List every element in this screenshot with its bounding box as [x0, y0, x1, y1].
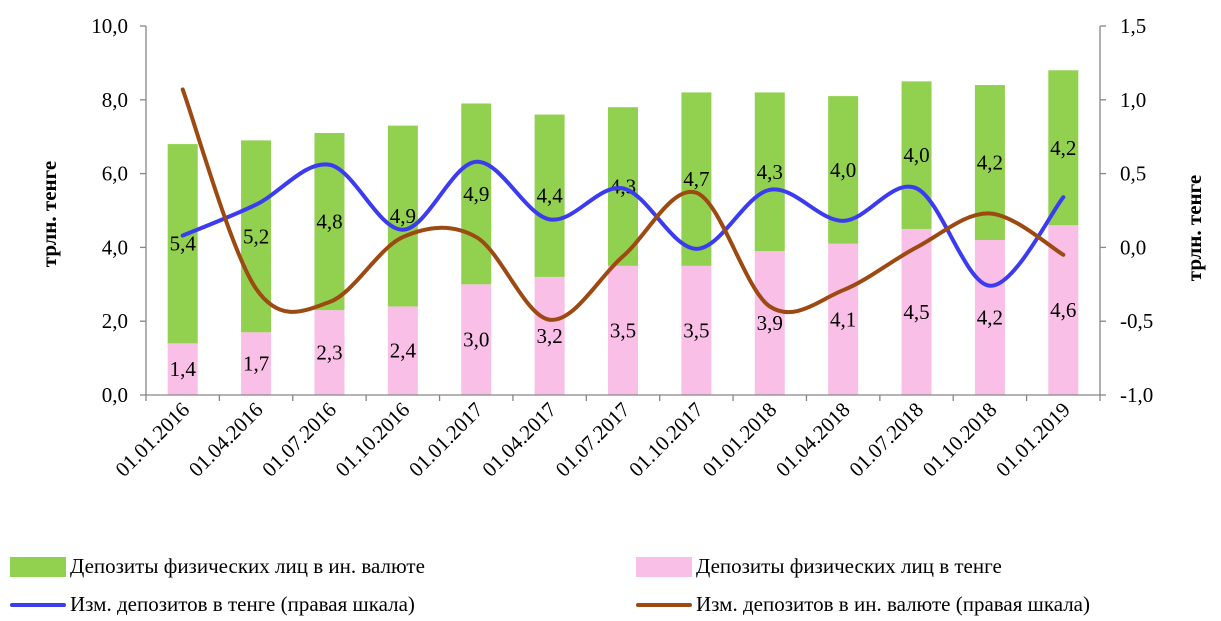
bar-labels-layer: 1,45,41,75,22,34,82,44,93,04,93,24,43,54… [170, 136, 1077, 381]
legend-item-fx-change: Изм. депозитов в ин. валюте (правая шкал… [636, 592, 1090, 617]
data-label-tenge-deposits: 3,5 [683, 318, 709, 342]
data-label-tenge-deposits: 3,0 [463, 328, 489, 352]
x-axis-category-label: 01.01.2018 [698, 398, 782, 482]
bar-fx-deposits [681, 92, 712, 266]
legend: Депозиты физических лиц в ин. валюте Деп… [0, 540, 1221, 620]
bar-fx-deposits [461, 103, 492, 285]
bar-fx-deposits [387, 125, 418, 307]
data-label-fx-deposits: 4,2 [977, 151, 1003, 175]
data-label-tenge-deposits: 3,9 [757, 311, 783, 335]
legend-swatch-fx-change [636, 602, 692, 607]
right-axis-tick-label: -1,0 [1120, 383, 1153, 407]
x-axis-category-label: 01.10.2017 [624, 398, 708, 482]
x-axis-category-label: 01.07.2016 [257, 398, 341, 482]
bar-tenge-deposits [828, 243, 859, 395]
legend-label: Изм. депозитов в тенге (правая шкала) [70, 592, 415, 616]
data-label-tenge-deposits: 4,5 [903, 300, 929, 324]
data-label-tenge-deposits: 2,4 [390, 339, 417, 363]
data-label-fx-deposits: 4,0 [903, 143, 929, 167]
right-axis-tick-label: 0,5 [1120, 162, 1146, 186]
left-axis-tick-label: 4,0 [102, 235, 128, 259]
line-fx-change [180, 87, 1066, 322]
legend-item-fx-deposits: Депозиты физических лиц в ин. валюте [10, 554, 425, 579]
bar-fx-deposits [901, 81, 932, 229]
bar-tenge-deposits [387, 306, 418, 395]
data-label-tenge-deposits: 4,1 [830, 307, 856, 331]
bar-tenge-deposits [241, 332, 272, 395]
data-label-fx-deposits: 4,8 [316, 210, 342, 234]
bar-fx-deposits [314, 133, 345, 311]
x-axis-category-label: 01.07.2018 [844, 398, 928, 482]
bar-tenge-deposits [754, 251, 785, 395]
data-label-fx-deposits: 5,2 [243, 224, 269, 248]
data-label-tenge-deposits: 2,3 [316, 341, 342, 365]
data-label-fx-deposits: 4,9 [390, 204, 416, 228]
x-axis-category-label: 01.01.2019 [991, 398, 1075, 482]
lines-layer [180, 87, 1066, 322]
legend-label: Депозиты физических лиц в тенге [696, 554, 1002, 578]
legend-item-tenge-change: Изм. депозитов в тенге (правая шкала) [10, 592, 415, 617]
data-label-tenge-deposits: 4,2 [977, 306, 1003, 330]
right-axis-tick-label: 1,0 [1120, 88, 1146, 112]
bar-tenge-deposits [314, 310, 345, 395]
line-tenge-change [180, 159, 1066, 288]
legend-item-tenge-deposits: Депозиты физических лиц в тенге [636, 554, 1002, 579]
left-axis-tick-label: 6,0 [102, 162, 128, 186]
data-label-tenge-deposits: 3,5 [610, 318, 636, 342]
data-label-fx-deposits: 4,3 [757, 160, 783, 184]
legend-label: Депозиты физических лиц в ин. валюте [70, 554, 425, 578]
bar-tenge-deposits [901, 228, 932, 395]
bar-tenge-deposits [461, 284, 492, 395]
bar-fx-deposits [167, 144, 198, 344]
right-axis-tick-label: 1,5 [1120, 14, 1146, 38]
bar-fx-deposits [754, 92, 785, 252]
legend-swatch-fx-deposits [10, 556, 66, 577]
left-axis-tick-label: 2,0 [102, 309, 128, 333]
bar-tenge-deposits [974, 240, 1005, 395]
x-axis-category-label: 01.04.2018 [771, 398, 855, 482]
x-axis-category-label: 01.10.2018 [918, 398, 1002, 482]
bar-tenge-deposits [534, 276, 565, 395]
x-axis-category-label: 01.04.2016 [184, 398, 268, 482]
left-axis-tick-label: 0,0 [102, 383, 128, 407]
right-axis-tick-label: -0,5 [1120, 309, 1153, 333]
bar-tenge-deposits [608, 265, 638, 395]
right-axis-title: трлн. тенге [1182, 175, 1206, 281]
bar-fx-deposits [534, 114, 565, 277]
bar-tenge-deposits [681, 265, 712, 395]
x-axis-category-label: 01.01.2016 [110, 398, 194, 482]
legend-swatch-tenge-deposits [636, 556, 692, 577]
left-axis-tick-label: 8,0 [102, 88, 128, 112]
left-axis-title: трлн. тенге [37, 161, 61, 267]
data-label-tenge-deposits: 1,4 [170, 357, 197, 381]
data-label-fx-deposits: 4,9 [463, 182, 489, 206]
data-label-fx-deposits: 4,7 [683, 167, 709, 191]
left-axis-tick-label: 10,0 [91, 14, 128, 38]
chart: 1,45,41,75,22,34,82,44,93,04,93,24,43,54… [37, 14, 1206, 482]
data-label-tenge-deposits: 3,2 [536, 324, 562, 348]
data-label-fx-deposits: 4,0 [830, 158, 856, 182]
x-axis-category-label: 01.04.2017 [477, 398, 561, 482]
legend-label: Изм. депозитов в ин. валюте (правая шкал… [696, 592, 1090, 616]
data-label-tenge-deposits: 4,6 [1050, 298, 1076, 322]
bar-tenge-deposits [167, 343, 198, 395]
x-axis-category-label: 01.10.2016 [331, 398, 415, 482]
data-label-fx-deposits: 4,2 [1050, 136, 1076, 160]
right-axis-tick-label: 0,0 [1120, 235, 1146, 259]
x-axis-category-label: 01.01.2017 [404, 398, 488, 482]
legend-swatch-tenge-change [10, 602, 66, 607]
data-label-fx-deposits: 4,4 [536, 184, 563, 208]
bars-layer [167, 70, 1079, 395]
data-label-tenge-deposits: 1,7 [243, 352, 269, 376]
x-axis-category-label: 01.07.2017 [551, 398, 635, 482]
